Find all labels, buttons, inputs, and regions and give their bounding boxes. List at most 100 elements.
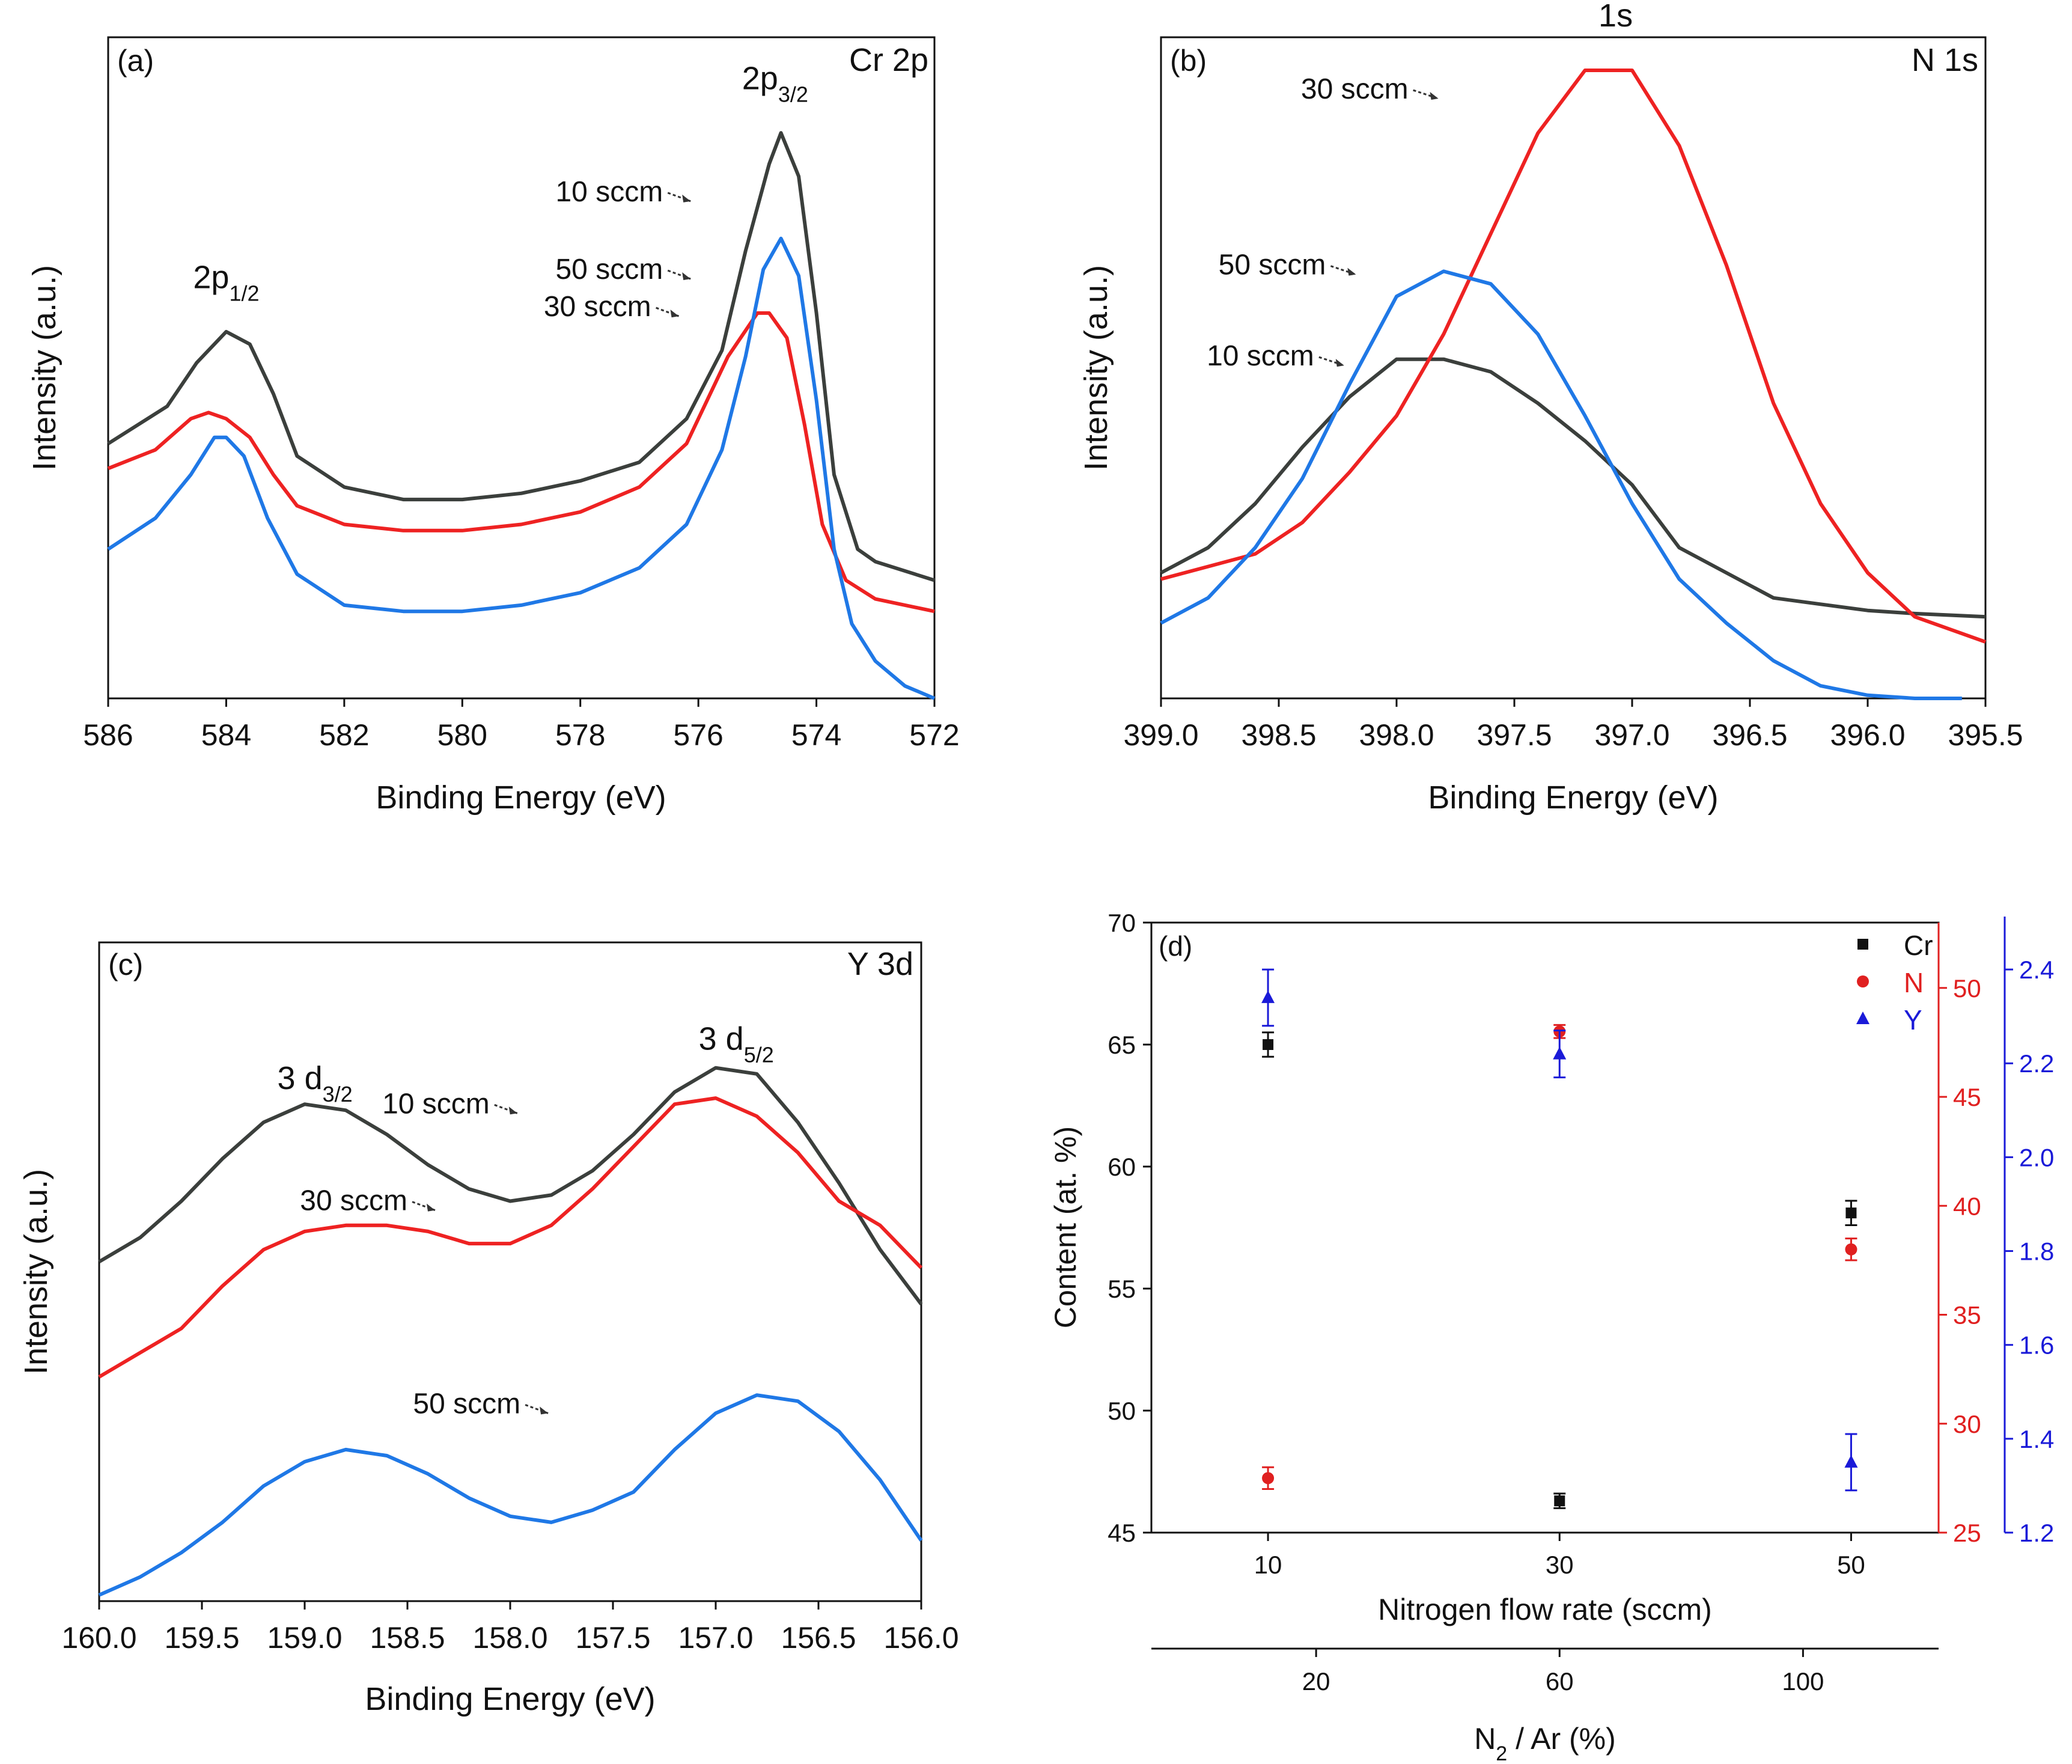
point-cr [1845, 1207, 1857, 1219]
y3-tick-label: 2.4 [2019, 956, 2054, 984]
panel-d-content: 10 30 50 20 60 100 45 50 55 60 65 70 25 30 35 40 45 50 1.2… [1049, 909, 2054, 1764]
x-tick-label: 576 [673, 718, 723, 752]
annotation-arrow [494, 1103, 518, 1114]
peak-label-sub: 5/2 [744, 1042, 774, 1067]
y3-tick-label: 1.6 [2019, 1331, 2054, 1360]
arrow-head [427, 1203, 435, 1212]
y2-tick-label: 30 [1953, 1410, 1981, 1438]
peak-label: 2p1/2 [193, 260, 259, 306]
arrow-head [540, 1406, 549, 1415]
arrow-head [682, 272, 691, 281]
x-tick-label: 160.0 [61, 1621, 136, 1655]
x-axis-title: Binding Energy (eV) [1428, 780, 1718, 816]
annotation-arrow [412, 1201, 436, 1212]
legend-label-n: N [1904, 967, 1924, 998]
x-tick-label: 159.5 [164, 1621, 239, 1655]
y3-tick-label: 2.2 [2019, 1049, 2054, 1078]
peak-label: 3 d5/2 [699, 1021, 774, 1067]
series-line-30-sccm [1160, 69, 1987, 644]
arrow-head [1335, 359, 1344, 367]
y-tick-label: 55 [1108, 1275, 1136, 1303]
curve-annotation: 30 sccm [1301, 73, 1409, 105]
x-tick-label: 158.0 [472, 1621, 547, 1655]
x-axis-title: Binding Energy (eV) [376, 780, 666, 816]
y-axis-title: Intensity (a.u.) [1078, 265, 1114, 471]
legend-label-y: Y [1904, 1004, 1922, 1036]
legend-marker-n [1857, 975, 1869, 987]
plot-frame [1160, 36, 1987, 700]
panel-label: (b) [1170, 44, 1207, 78]
y-axis-title: Content (at. %) [1049, 1126, 1082, 1328]
arrow-head [1430, 92, 1439, 100]
y2-tick-label: 50 [1953, 974, 1981, 1003]
series-lines [107, 131, 936, 700]
curve-annotation: 30 sccm [300, 1185, 407, 1217]
annotations: 30 sccm 50 sccm 10 sccm 1s [1207, 0, 1633, 372]
legend-marker-y [1856, 1012, 1869, 1024]
x-tick-label: 50 [1837, 1551, 1865, 1579]
curve-annotation: 10 sccm [382, 1088, 490, 1120]
legend: Cr NY [1856, 930, 1933, 1036]
series-line-10-sccm [1160, 357, 1986, 619]
x-tick-label: 397.0 [1594, 718, 1669, 752]
peak-label: 2p3/2 [742, 61, 808, 107]
corner-label: Cr 2p [849, 42, 928, 78]
peak-label-base: 2p [193, 260, 229, 296]
series-line-30-sccm [107, 311, 935, 614]
x-tick-label: 157.0 [678, 1621, 753, 1655]
y2-tick-label: 40 [1953, 1192, 1981, 1220]
y-tick-label: 50 [1108, 1397, 1136, 1425]
series-line-50-sccm [1160, 269, 1962, 700]
x-tick-label: 397.5 [1476, 718, 1552, 752]
y3-tick-label: 1.4 [2019, 1425, 2054, 1453]
peak-label-base: 3 d [699, 1021, 744, 1057]
curve-annotation: 10 sccm [555, 176, 663, 208]
x-tick-label: 395.5 [1948, 718, 2023, 752]
peak-label: 1s [1598, 0, 1633, 34]
panel-b-n-1s: 399.0 398.5 398.0 397.5 397.0 396.5 396.0 395.5… [1078, 0, 2023, 816]
x-tick-label: 398.0 [1359, 718, 1434, 752]
peak-label-sub: 1/2 [229, 281, 259, 305]
y2-tick-label: 45 [1953, 1083, 1981, 1111]
x-tick-label: 584 [201, 718, 251, 752]
point-y [1261, 990, 1275, 1003]
x-tick-label: 580 [437, 718, 487, 752]
legend-label-cr: Cr [1904, 930, 1933, 961]
series-line-10-sccm [98, 1066, 923, 1305]
y-tick-label: 60 [1108, 1153, 1136, 1181]
x2-axis-title: N2 / Ar (%) [1474, 1722, 1616, 1764]
curve-annotation: 50 sccm [555, 254, 663, 285]
x2-title-sub: 2 [1496, 1742, 1507, 1764]
x-axis-title: Binding Energy (eV) [365, 1681, 655, 1717]
x-tick-label: 582 [319, 718, 369, 752]
curve-annotation: 10 sccm [1207, 340, 1314, 372]
series-line-50-sccm [98, 1393, 923, 1597]
peak-label: 3 d3/2 [278, 1060, 353, 1106]
series-line-30-sccm [98, 1096, 923, 1379]
arrow-head [670, 310, 679, 318]
x-tick-label: 399.0 [1123, 718, 1198, 752]
y-tick-label: 45 [1108, 1519, 1136, 1547]
x-axis-title: Nitrogen flow rate (sccm) [1378, 1593, 1712, 1626]
panel-label: (d) [1159, 930, 1192, 962]
y2-tick-label: 25 [1953, 1519, 1981, 1547]
peak-label-base: 2p [742, 61, 778, 97]
curve-annotation: 30 sccm [544, 291, 651, 323]
x-tick-label: 396.5 [1712, 718, 1787, 752]
x-tick-label: 572 [909, 718, 959, 752]
point-y [1553, 1046, 1567, 1060]
annotation-arrow [525, 1404, 549, 1414]
y-axis-title: Intensity (a.u.) [18, 1169, 54, 1375]
curve-annotation: 50 sccm [1219, 249, 1326, 281]
y2-tick-label: 35 [1953, 1301, 1981, 1329]
y3-tick-label: 1.2 [2019, 1519, 2054, 1547]
peak-label-sub: 3/2 [323, 1081, 353, 1106]
x-axis-ticks: 586 584 582 580 578 576 574 572 [83, 698, 960, 752]
x2-tick-label: 100 [1782, 1667, 1824, 1695]
curve-annotation: 50 sccm [413, 1388, 520, 1420]
corner-label: N 1s [1912, 42, 1978, 78]
series-lines [1160, 69, 1987, 700]
arrow-head [1347, 267, 1356, 276]
x-tick-label: 578 [555, 718, 605, 752]
